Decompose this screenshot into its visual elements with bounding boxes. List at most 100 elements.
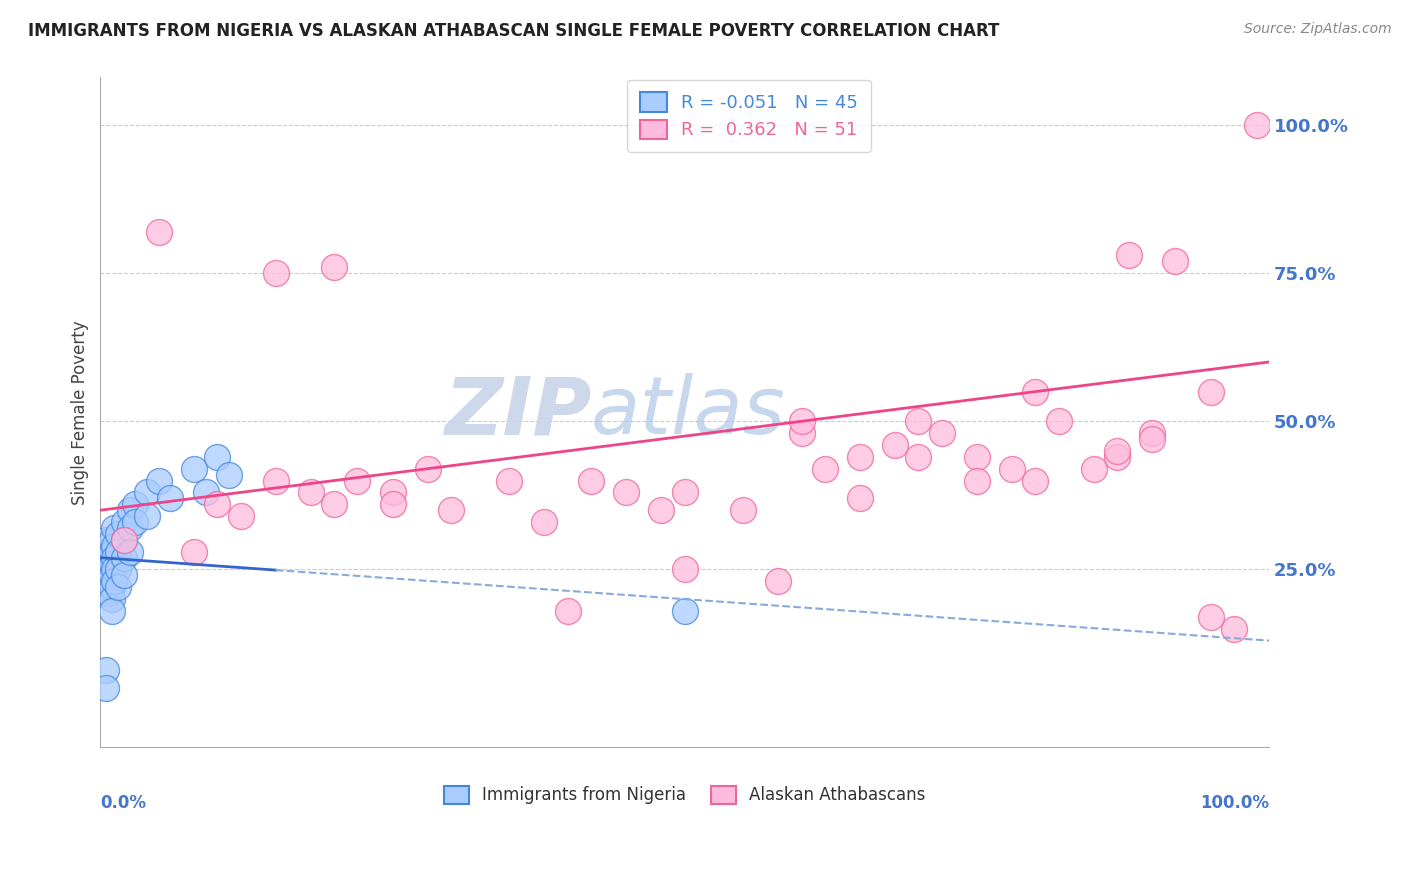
Point (1199, 384, 1222, 399)
Text: 0.0%: 0.0% (100, 794, 146, 813)
Point (673, 562, 696, 576)
Point (673, 485, 696, 500)
Point (101, 592, 124, 607)
Point (96, 568, 118, 582)
Point (112, 568, 135, 582)
Point (264, 266, 287, 280)
Point (124, 515, 146, 529)
Text: ZIP: ZIP (444, 374, 591, 451)
Point (107, 545, 129, 559)
Point (118, 503, 141, 517)
Point (790, 426, 813, 441)
Point (118, 545, 141, 559)
Text: 100.0%: 100.0% (1199, 794, 1270, 813)
Point (323, 260, 346, 274)
Point (101, 557, 124, 571)
Point (101, 568, 124, 582)
Point (1001, 461, 1024, 475)
Point (1024, 384, 1046, 399)
Point (323, 497, 346, 511)
Text: Source: ZipAtlas.com: Source: ZipAtlas.com (1244, 22, 1392, 37)
Text: atlas: atlas (591, 374, 786, 451)
Point (533, 515, 555, 529)
Legend: Immigrants from Nigeria, Alaskan Athabascans: Immigrants from Nigeria, Alaskan Athabas… (436, 777, 934, 813)
Point (440, 503, 463, 517)
Point (733, 503, 755, 517)
Point (124, 497, 146, 511)
Y-axis label: Single Female Poverty: Single Female Poverty (72, 320, 89, 505)
Point (103, 574, 125, 589)
Point (96, 545, 118, 559)
Point (346, 474, 368, 488)
Point (790, 414, 813, 428)
Point (1164, 254, 1187, 268)
Point (101, 580, 124, 594)
Point (1140, 426, 1163, 441)
Point (1118, 248, 1140, 262)
Point (579, 474, 602, 488)
Point (907, 450, 929, 464)
Point (97, 550, 120, 565)
Point (1223, 622, 1246, 636)
Point (112, 550, 135, 565)
Point (103, 550, 125, 565)
Text: IMMIGRANTS FROM NIGERIA VS ALASKAN ATHABASCAN SINGLE FEMALE POVERTY CORRELATION : IMMIGRANTS FROM NIGERIA VS ALASKAN ATHAB… (28, 22, 1000, 40)
Point (218, 467, 240, 482)
Point (931, 426, 953, 441)
Point (112, 533, 135, 547)
Point (103, 539, 125, 553)
Point (966, 450, 988, 464)
Point (205, 497, 228, 511)
Point (148, 474, 170, 488)
Point (107, 562, 129, 576)
Point (849, 450, 872, 464)
Point (673, 604, 696, 618)
Point (650, 503, 672, 517)
Point (97, 574, 120, 589)
Point (498, 474, 520, 488)
Point (264, 474, 287, 488)
Point (183, 545, 205, 559)
Point (148, 225, 170, 239)
Point (96, 557, 118, 571)
Point (907, 414, 929, 428)
Point (136, 485, 159, 500)
Point (112, 533, 135, 547)
Point (299, 485, 322, 500)
Point (1083, 461, 1105, 475)
Point (101, 533, 124, 547)
Point (1047, 414, 1070, 428)
Point (136, 509, 159, 524)
Point (766, 574, 789, 589)
Point (614, 485, 637, 500)
Point (107, 527, 129, 541)
Point (416, 461, 439, 475)
Point (1140, 432, 1163, 446)
Point (1199, 610, 1222, 624)
Point (557, 604, 579, 618)
Point (1105, 444, 1128, 458)
Point (229, 509, 252, 524)
Point (96, 580, 118, 594)
Point (159, 491, 181, 506)
Point (381, 497, 404, 511)
Point (814, 461, 837, 475)
Point (381, 485, 404, 500)
Point (96, 533, 118, 547)
Point (97, 562, 120, 576)
Point (849, 491, 872, 506)
Point (101, 545, 124, 559)
Point (1024, 474, 1046, 488)
Point (112, 515, 135, 529)
Point (101, 604, 124, 618)
Point (97, 586, 120, 600)
Point (1246, 118, 1268, 132)
Point (1105, 450, 1128, 464)
Point (107, 580, 129, 594)
Point (103, 521, 125, 535)
Point (194, 485, 217, 500)
Point (96, 681, 118, 695)
Point (966, 474, 988, 488)
Point (183, 461, 205, 475)
Point (103, 562, 125, 576)
